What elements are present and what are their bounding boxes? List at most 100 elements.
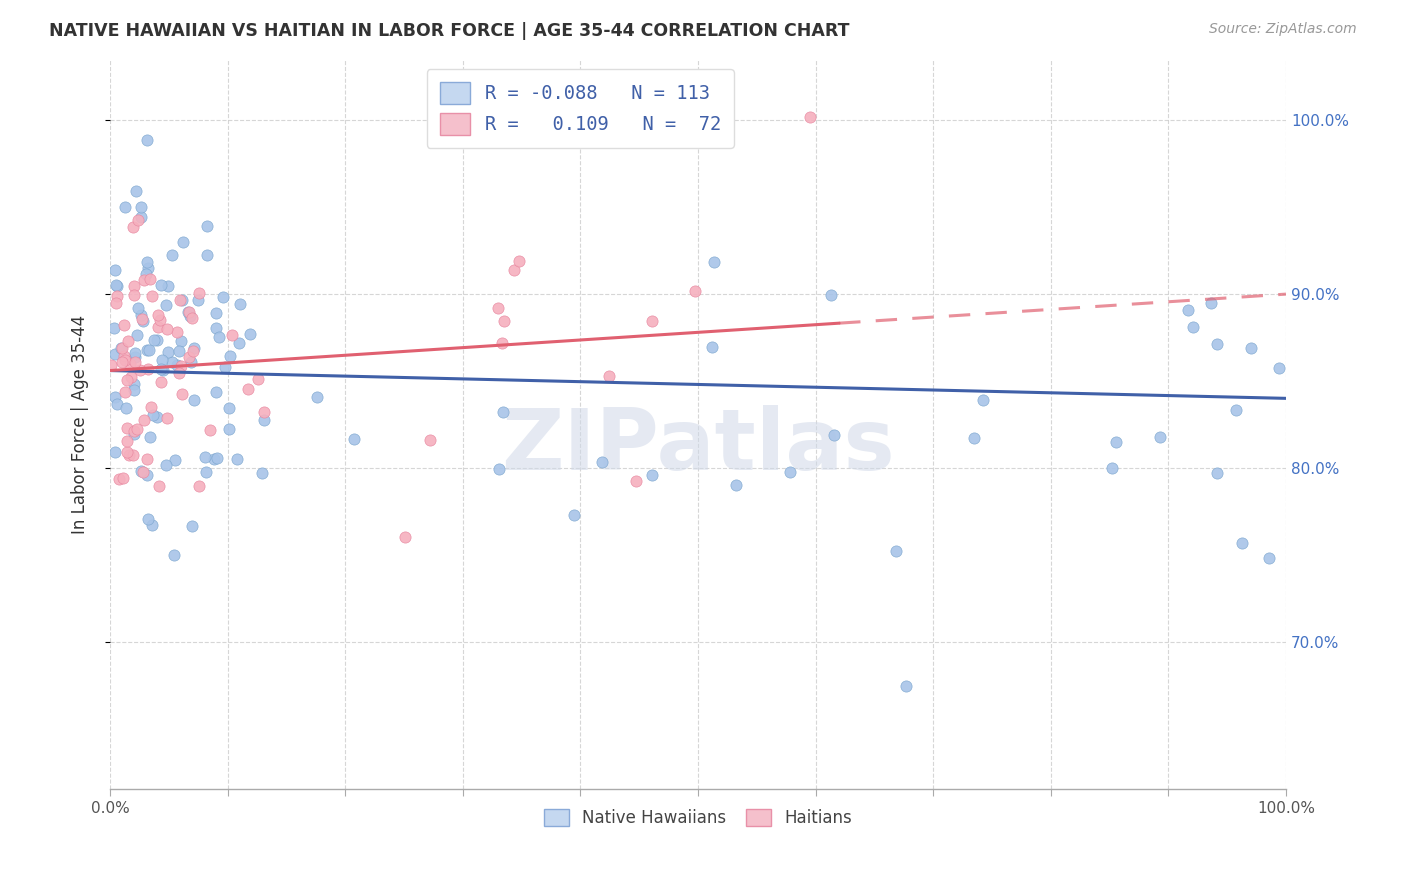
Point — [166, 325, 188, 339]
Point — [229, 297, 252, 311]
Point — [170, 334, 193, 348]
Point — [253, 405, 276, 419]
Point — [157, 279, 180, 293]
Point — [488, 462, 510, 476]
Point — [226, 451, 249, 466]
Legend: Native Hawaiians, Haitians: Native Hawaiians, Haitians — [536, 801, 860, 836]
Point — [104, 263, 127, 277]
Point — [120, 357, 142, 371]
Point — [165, 453, 187, 467]
Point — [149, 313, 172, 327]
Point — [172, 386, 194, 401]
Point — [132, 314, 155, 328]
Point — [136, 255, 159, 269]
Point — [172, 235, 194, 249]
Point — [1225, 402, 1247, 417]
Point — [169, 366, 191, 380]
Point — [972, 392, 994, 407]
Point — [131, 464, 153, 478]
Point — [1205, 466, 1227, 480]
Point — [641, 313, 664, 327]
Point — [195, 219, 218, 233]
Point — [118, 448, 141, 462]
Point — [148, 308, 170, 322]
Point — [492, 405, 515, 419]
Point — [150, 353, 173, 368]
Point — [132, 465, 155, 479]
Point — [139, 400, 162, 414]
Point — [129, 200, 152, 214]
Point — [1182, 320, 1205, 334]
Point — [508, 253, 530, 268]
Point — [122, 424, 145, 438]
Point — [146, 410, 169, 425]
Point — [127, 213, 149, 227]
Point — [103, 321, 125, 335]
Point — [179, 305, 201, 319]
Point — [194, 450, 217, 464]
Point — [122, 220, 145, 235]
Point — [139, 272, 162, 286]
Point — [135, 452, 157, 467]
Point — [114, 318, 136, 333]
Point — [884, 544, 907, 558]
Point — [152, 363, 174, 377]
Point — [139, 430, 162, 444]
Point — [180, 355, 202, 369]
Point — [131, 210, 153, 224]
Point — [214, 359, 236, 374]
Point — [250, 466, 273, 480]
Point — [155, 458, 177, 472]
Point — [111, 342, 134, 356]
Point — [135, 343, 157, 358]
Point — [107, 472, 129, 486]
Point — [166, 358, 188, 372]
Point — [205, 321, 228, 335]
Point — [150, 376, 173, 390]
Point — [104, 444, 127, 458]
Point — [114, 200, 136, 214]
Point — [105, 278, 128, 293]
Point — [138, 343, 160, 357]
Point — [591, 455, 613, 469]
Point — [208, 329, 231, 343]
Point — [221, 328, 243, 343]
Point — [1105, 435, 1128, 450]
Point — [104, 347, 127, 361]
Point — [136, 361, 159, 376]
Point — [136, 512, 159, 526]
Point — [179, 309, 201, 323]
Point — [1206, 336, 1229, 351]
Point — [122, 278, 145, 293]
Point — [683, 284, 706, 298]
Point — [148, 479, 170, 493]
Point — [156, 411, 179, 425]
Point — [131, 311, 153, 326]
Point — [160, 248, 183, 262]
Point — [204, 385, 226, 400]
Point — [307, 391, 329, 405]
Point — [114, 385, 136, 400]
Point — [169, 343, 191, 358]
Point — [115, 434, 138, 449]
Point — [128, 363, 150, 377]
Point — [124, 377, 146, 392]
Point — [963, 431, 986, 445]
Point — [105, 296, 128, 310]
Y-axis label: In Labor Force | Age 35-44: In Labor Force | Age 35-44 — [72, 315, 89, 534]
Point — [135, 267, 157, 281]
Point — [125, 422, 148, 436]
Point — [236, 382, 259, 396]
Point — [111, 354, 134, 368]
Point — [170, 359, 193, 373]
Point — [155, 298, 177, 312]
Point — [169, 293, 191, 308]
Point — [205, 306, 228, 320]
Point — [896, 679, 918, 693]
Point — [1232, 535, 1254, 549]
Point — [110, 341, 132, 355]
Point — [820, 287, 842, 301]
Point — [172, 293, 194, 307]
Point — [823, 428, 845, 442]
Point — [115, 373, 138, 387]
